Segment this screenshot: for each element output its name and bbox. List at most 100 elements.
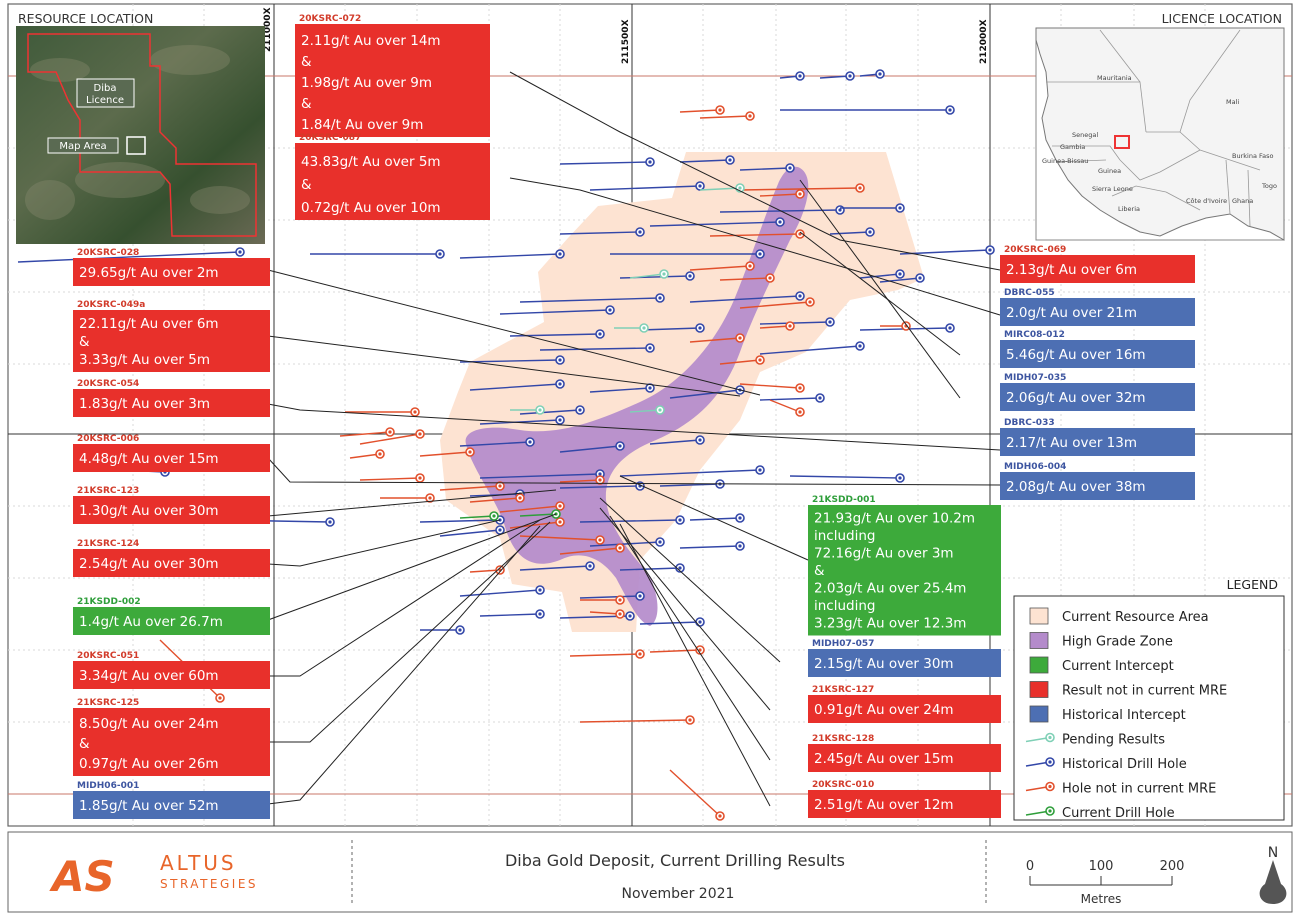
map-area-label: Map Area xyxy=(59,141,106,152)
callout-hole-id: 20KSRC-049a xyxy=(77,300,145,310)
callout-line: 22.11g/t Au over 6m xyxy=(79,316,219,332)
leader-line xyxy=(267,457,1001,486)
legend-item: Result not in current MRE xyxy=(1029,681,1227,699)
drill-hole xyxy=(509,517,565,529)
drill-hole xyxy=(359,473,425,483)
country-mauritania: Mauritania xyxy=(1097,74,1132,82)
leader-line xyxy=(619,523,771,807)
drill-hole xyxy=(310,249,445,259)
logo-altus: ALTUS xyxy=(160,851,237,875)
callout-hole-id: 21KSDD-002 xyxy=(77,597,141,607)
callout-20ksrc-087: 20KSRC-087 43.83g/t Au over 5m & 0.72g/t Au… xyxy=(295,133,490,220)
drill-hole xyxy=(380,493,435,503)
callout-line: 1.83g/t Au over 3m xyxy=(79,396,210,412)
leader-line xyxy=(267,269,761,396)
callout-line: 1.85g/t Au over 52m xyxy=(79,798,219,814)
leader-line xyxy=(609,515,771,761)
callout-hole-id: 20KSRC-006 xyxy=(77,434,139,444)
drill-hole xyxy=(819,71,855,81)
legend-swatch xyxy=(1029,681,1049,698)
legend-label: Current Drill Hole xyxy=(1062,806,1175,821)
country-cote-divoire: Côte d'Ivoire xyxy=(1186,197,1227,205)
callout-midh07-057: MIDH07-057 2.15g/t Au over 30m xyxy=(808,639,1001,677)
callout-hole-id: 21KSRC-124 xyxy=(77,539,139,549)
callout-hole-id: MIRC08-012 xyxy=(1004,330,1065,340)
scale-tick-100: 100 xyxy=(1089,859,1114,874)
drill-hole xyxy=(689,513,745,523)
callout-box xyxy=(73,389,270,417)
drill-hole xyxy=(699,111,755,121)
callout-box xyxy=(73,661,270,689)
north-label: N xyxy=(1268,845,1278,861)
callout-box xyxy=(1000,472,1195,500)
callout-20ksrc-072: 20KSRC-072 2.11g/t Au over 14m & 1.98g/t Au… xyxy=(295,14,490,137)
callout-21ksrc-127: 21KSRC-127 0.91g/t Au over 24m xyxy=(808,685,1001,723)
resource-location-title: RESOURCE LOCATION xyxy=(18,11,153,26)
legend-swatch xyxy=(1029,705,1049,723)
drill-hole xyxy=(559,441,625,453)
callout-hole-id: DBRC-055 xyxy=(1004,288,1055,298)
callout-21ksrc-128: 21KSRC-128 2.45g/t Au over 15m xyxy=(808,734,1001,772)
drill-hole xyxy=(619,465,765,477)
callout-hole-id: 20KSRC-028 xyxy=(77,248,139,258)
callout-midh07-035: MIDH07-035 2.06g/t Au over 32m xyxy=(1000,373,1195,411)
drill-hole xyxy=(569,649,645,659)
drill-hole xyxy=(579,515,685,525)
legend-swatch xyxy=(1029,632,1049,649)
drill-hole xyxy=(679,105,725,115)
leader-line xyxy=(267,489,557,517)
callout-line: & xyxy=(301,54,312,70)
callout-box xyxy=(73,607,270,635)
legend-item: High Grade Zone xyxy=(1029,632,1173,650)
callout-midh06-001: MIDH06-001 1.85g/t Au over 52m xyxy=(73,781,270,819)
callout-20ksrc-006: 20KSRC-006 4.48g/t Au over 15m xyxy=(73,434,270,472)
callout-box xyxy=(808,744,1001,772)
country-burkina-faso: Burkina Faso xyxy=(1232,152,1274,160)
leader-line xyxy=(268,519,541,677)
callout-line: 2.45g/t Au over 15m xyxy=(814,751,954,767)
country-togo: Togo xyxy=(1261,182,1277,190)
callout-box xyxy=(808,790,1001,818)
leader-line xyxy=(268,521,551,743)
drill-hole xyxy=(719,273,775,283)
drill-hole xyxy=(739,163,795,173)
callout-line: & xyxy=(79,334,90,350)
legend-item: Current Resource Area xyxy=(1029,607,1209,625)
drill-hole xyxy=(719,355,765,365)
drill-hole xyxy=(829,227,875,237)
drill-hole xyxy=(359,429,425,445)
leader-line xyxy=(267,525,541,805)
country-mali: Mali xyxy=(1226,98,1239,106)
drill-hole xyxy=(679,541,745,551)
drill-hole xyxy=(639,617,705,627)
drill-hole xyxy=(469,493,525,503)
drill-hole xyxy=(439,481,505,491)
callout-line: including xyxy=(814,598,875,614)
callout-box xyxy=(1000,340,1195,368)
callout-line: 1.98g/t Au over 9m xyxy=(301,75,432,91)
leader-line xyxy=(509,71,1001,271)
drill-hole xyxy=(739,183,865,193)
callout-hole-id: 20KSRC-010 xyxy=(812,780,874,790)
callout-hole-id: MIDH07-035 xyxy=(1004,373,1066,383)
drill-hole xyxy=(619,563,685,573)
callout-line: 2.11g/t Au over 14m xyxy=(301,33,441,49)
drill-hole xyxy=(459,249,565,259)
leader-line xyxy=(619,475,809,561)
drill-hole xyxy=(419,447,475,457)
drill-holes xyxy=(17,69,995,821)
callout-line: 2.06g/t Au over 32m xyxy=(1006,390,1146,406)
leader-line xyxy=(599,497,781,663)
drill-hole xyxy=(580,595,625,605)
country-guinea-bissau: Guinea-Bissau xyxy=(1042,157,1088,165)
callout-line: including xyxy=(814,528,875,544)
callout-hole-id: MIDH06-001 xyxy=(77,781,139,791)
callout-hole-id: 21KSRC-125 xyxy=(77,698,139,708)
callout-line: 2.0g/t Au over 21m xyxy=(1006,305,1137,321)
leader-line xyxy=(509,177,1001,316)
scale-tick-200: 200 xyxy=(1160,859,1185,874)
legend-label: High Grade Zone xyxy=(1062,635,1173,650)
drill-hole xyxy=(17,247,245,263)
country-guinea: Guinea xyxy=(1098,167,1121,175)
